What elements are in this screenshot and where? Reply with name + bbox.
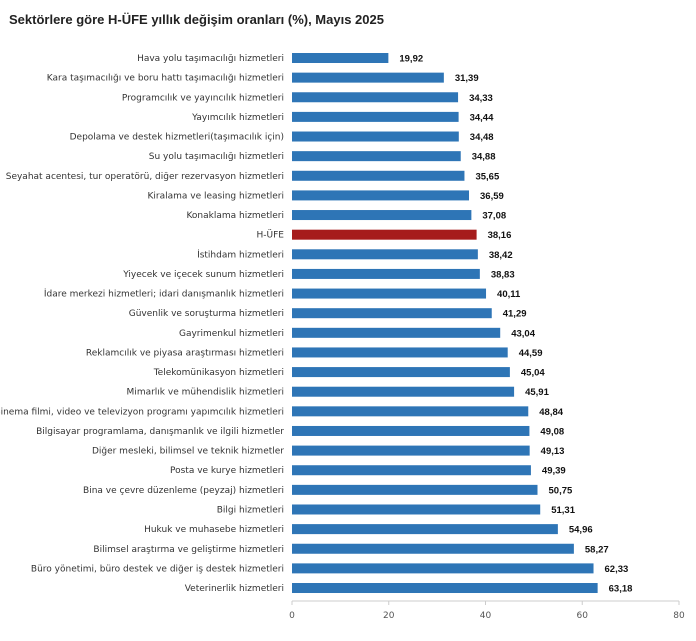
chart-title: Sektörlere göre H-ÜFE yıllık değişim ora… <box>9 12 384 27</box>
bar-highlight <box>292 229 477 240</box>
value-label: 35,65 <box>475 171 499 182</box>
bar <box>292 111 459 122</box>
category-label: Yayımcılık hizmetleri <box>191 113 284 123</box>
category-label: Veterinerlik hizmetleri <box>185 584 284 594</box>
bar <box>292 367 510 378</box>
bar <box>292 268 480 279</box>
bar <box>292 151 461 162</box>
category-label: Sinema filmi, video ve televizyon progra… <box>0 407 284 417</box>
category-label: Yiyecek ve içecek sunum hizmetleri <box>122 270 284 280</box>
value-label: 51,31 <box>551 505 575 516</box>
value-label: 63,18 <box>609 584 633 595</box>
value-label: 41,29 <box>503 309 527 320</box>
category-label: Reklamcılık ve piyasa araştırması hizmet… <box>86 348 284 358</box>
value-label: 49,13 <box>541 446 565 457</box>
x-tick-label: 40 <box>480 611 492 621</box>
bar <box>292 445 530 456</box>
value-label: 54,96 <box>569 525 593 536</box>
value-label: 34,88 <box>472 152 496 163</box>
category-label: Kiralama ve leasing hizmetleri <box>147 191 284 201</box>
bar <box>292 308 492 319</box>
bar <box>292 249 478 260</box>
value-label: 38,83 <box>491 269 515 280</box>
value-label: 49,08 <box>540 426 564 437</box>
bar <box>292 131 459 142</box>
category-label: Mimarlık ve mühendislik hizmetleri <box>127 388 284 398</box>
bar <box>292 543 574 554</box>
bar <box>292 465 531 476</box>
value-label: 31,39 <box>455 73 479 84</box>
bar <box>292 288 487 299</box>
x-tick-label: 0 <box>289 611 295 621</box>
bar <box>292 406 529 417</box>
value-label: 44,59 <box>519 348 543 359</box>
bar <box>292 53 389 63</box>
category-label: Bilgisayar programlama, danışmanlık ve i… <box>36 427 284 437</box>
value-label: 48,84 <box>539 407 563 418</box>
category-label: Gayrimenkul hizmetleri <box>179 329 284 339</box>
bar <box>292 524 558 535</box>
bar <box>292 484 538 495</box>
x-tick-label: 20 <box>383 611 395 621</box>
value-label: 45,91 <box>525 387 549 398</box>
value-label: 43,04 <box>511 328 535 339</box>
value-label: 19,92 <box>399 54 423 65</box>
value-label: 36,59 <box>480 191 504 202</box>
category-label: Seyahat acentesi, tur operatörü, diğer r… <box>6 172 284 182</box>
category-label: Telekomünikasyon hizmetleri <box>153 368 284 378</box>
value-label: 45,04 <box>521 368 545 379</box>
category-label: Diğer mesleki, bilimsel ve teknik hizmet… <box>92 447 284 457</box>
category-label: İstihdam hizmetleri <box>197 249 284 260</box>
category-label: Bilgi hizmetleri <box>217 505 284 515</box>
category-label: Güvenlik ve soruşturma hizmetleri <box>129 309 284 319</box>
value-label: 34,48 <box>470 132 494 143</box>
bar <box>292 504 541 515</box>
category-label: Hukuk ve muhasebe hizmetleri <box>144 525 284 535</box>
category-label: Bina ve çevre düzenleme (peyzaj) hizmetl… <box>83 486 284 496</box>
value-label: 49,39 <box>542 466 566 477</box>
bar <box>292 210 472 221</box>
bar <box>292 563 594 574</box>
value-label: 38,42 <box>489 250 513 261</box>
category-label: Büro yönetimi, büro destek ve diğer iş d… <box>31 564 284 574</box>
x-tick-label: 80 <box>673 611 685 621</box>
category-label: Konaklama hizmetleri <box>186 211 284 221</box>
category-label: Bilimsel araştırma ve geliştirme hizmetl… <box>93 545 284 555</box>
value-label: 38,16 <box>488 230 512 241</box>
value-label: 34,33 <box>469 93 493 104</box>
bar <box>292 92 459 103</box>
value-label: 58,27 <box>585 544 609 555</box>
category-label: Depolama ve destek hizmetleri(taşımacılı… <box>70 133 284 143</box>
bar <box>292 190 470 201</box>
category-label: Programcılık ve yayıncılık hizmetleri <box>122 93 284 103</box>
category-label: Posta ve kurye hizmetleri <box>170 466 284 476</box>
bar <box>292 425 530 436</box>
value-label: 40,11 <box>497 289 521 300</box>
category-label: Su yolu taşımacılığı hizmetleri <box>149 152 284 162</box>
category-label: Kara taşımacılığı ve boru hattı taşımacı… <box>47 74 284 84</box>
category-label: Hava yolu taşımacılığı hizmetleri <box>137 54 284 64</box>
value-label: 62,33 <box>605 564 629 575</box>
bar <box>292 347 508 358</box>
value-label: 37,08 <box>482 211 506 222</box>
bar <box>292 386 515 397</box>
category-label: H-ÜFE <box>257 230 285 241</box>
bar <box>292 327 501 338</box>
bar <box>292 583 598 594</box>
bar <box>292 72 444 83</box>
category-label: İdare merkezi hizmetleri; idari danışman… <box>44 289 284 300</box>
value-label: 34,44 <box>470 112 494 123</box>
x-tick-label: 60 <box>577 611 589 621</box>
bar <box>292 170 465 181</box>
value-label: 50,75 <box>549 485 573 496</box>
